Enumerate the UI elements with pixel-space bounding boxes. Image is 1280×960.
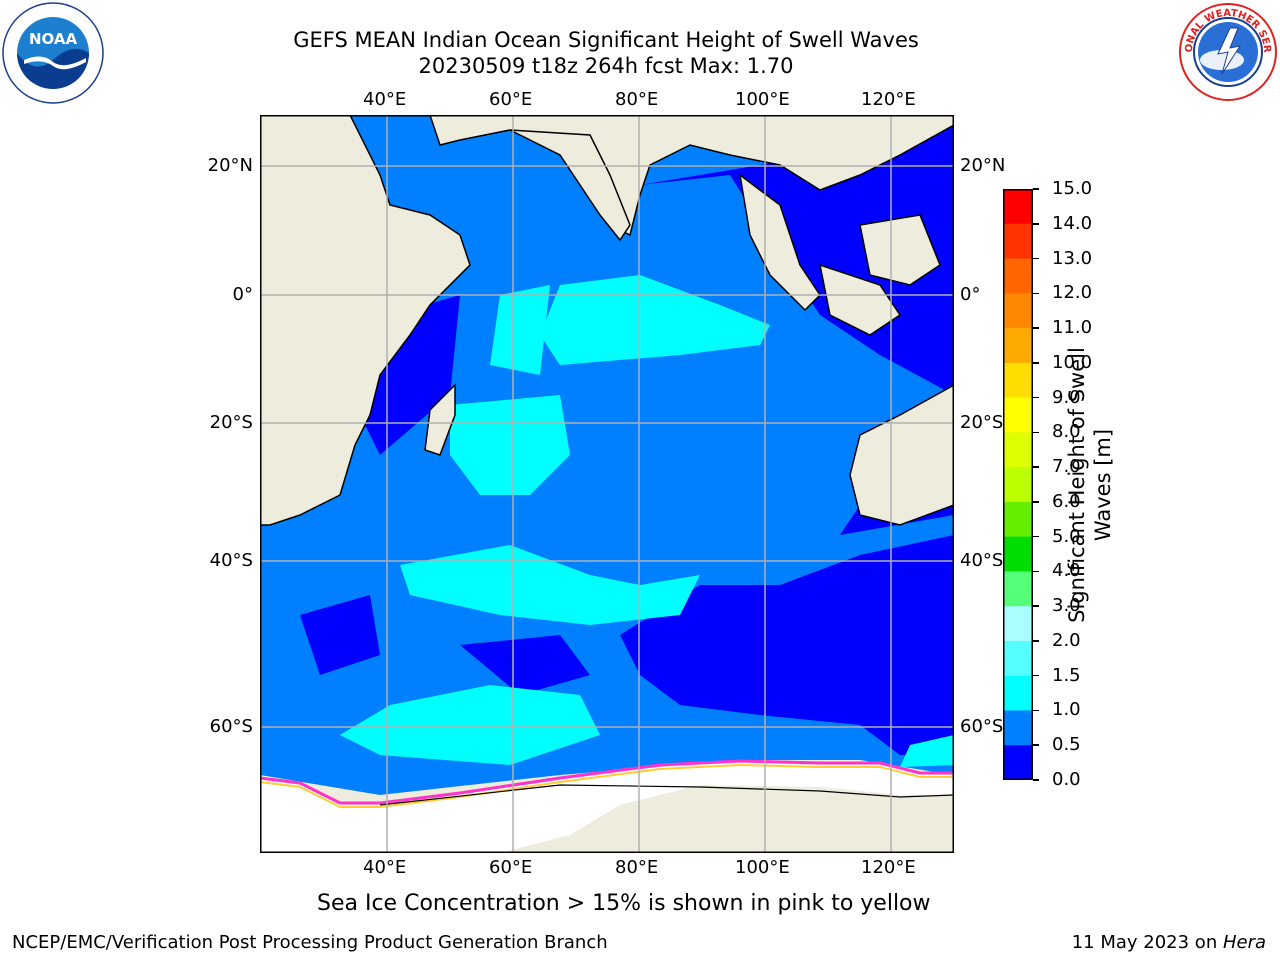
lon-label-bottom: 40°E (363, 857, 407, 878)
colorbar-tick-mark (1033, 188, 1039, 190)
lat-label-right: 0° (960, 284, 981, 305)
colorbar-tick-mark (1033, 257, 1039, 260)
chart-title: GEFS MEAN Indian Ocean Significant Heigh… (293, 28, 919, 52)
colorbar-tick-mark (1033, 779, 1039, 781)
sea-ice-note: Sea Ice Concentration > 15% is shown in … (317, 891, 931, 916)
colorbar-tick-mark (1033, 570, 1039, 573)
colorbar-tick-label: 9.0 (1052, 386, 1081, 408)
colorbar-swatch (1003, 675, 1033, 711)
colorbar-tick-mark (1033, 396, 1039, 399)
colorbar-tick-label: 13.0 (1052, 247, 1093, 269)
footer-host: Hera (1222, 932, 1266, 953)
lon-label-top: 80°E (615, 89, 659, 110)
map (260, 115, 954, 853)
colorbar-tick-label: 1.0 (1052, 699, 1081, 721)
colorbar-swatch (1003, 293, 1033, 329)
colorbar-tick-mark (1033, 362, 1039, 364)
colorbar-tick-mark (1033, 292, 1039, 295)
colorbar-tick-mark (1033, 501, 1039, 503)
lat-label-right: 20°N (960, 155, 1006, 176)
chart-subtitle: 20230509 t18z 264h fcst Max: 1.70 (418, 54, 794, 78)
lon-label-top: 40°E (363, 89, 407, 110)
colorbar-swatch (1003, 745, 1033, 780)
lat-label-left: 40°S (209, 550, 253, 571)
colorbar-tick-label: 5.0 (1052, 525, 1081, 547)
colorbar-swatch (1003, 606, 1033, 642)
colorbar-tick-label: 1.5 (1052, 664, 1081, 686)
lon-label-top: 60°E (489, 89, 533, 110)
svg-text:NOAA: NOAA (29, 30, 78, 48)
colorbar-tick-label: 0.0 (1052, 769, 1081, 790)
colorbar-swatch (1003, 362, 1033, 399)
colorbar (1003, 189, 1033, 780)
lat-label-left: 20°N (207, 155, 253, 176)
colorbar-tick-label: 14.0 (1052, 212, 1093, 234)
colorbar-swatch (1003, 432, 1033, 468)
colorbar-tick-mark (1033, 466, 1039, 468)
colorbar-swatch (1003, 258, 1033, 294)
colorbar-tick-mark (1033, 640, 1039, 642)
colorbar-tick-mark (1033, 744, 1039, 746)
colorbar-swatch (1003, 710, 1033, 746)
colorbar-tick-label: 12.0 (1052, 282, 1093, 304)
colorbar-swatch (1003, 467, 1033, 503)
footer-date-text: 11 May 2023 on (1071, 932, 1223, 953)
colorbar-tick-label: 3.0 (1052, 595, 1081, 617)
colorbar-title: Significant Height of Swell Waves [m] (1065, 347, 1115, 623)
lat-label-left: 0° (232, 284, 253, 305)
lat-label-right: 60°S (960, 716, 1004, 737)
colorbar-swatch (1003, 223, 1033, 260)
lon-label-top: 120°E (861, 89, 916, 110)
lon-label-bottom: 80°E (615, 857, 659, 878)
lon-label-top: 100°E (735, 89, 790, 110)
colorbar-tick-label: 6.0 (1052, 490, 1081, 512)
footer-date: 11 May 2023 on Hera (1072, 932, 1266, 954)
colorbar-tick-label: 7.0 (1052, 456, 1081, 478)
colorbar-tick-mark (1033, 674, 1039, 677)
colorbar-tick-label: 0.5 (1052, 734, 1081, 756)
noaa-logo: NOAA (2, 2, 104, 104)
colorbar-tick-label: 11.0 (1052, 317, 1093, 339)
colorbar-tick-mark (1033, 327, 1039, 329)
colorbar-swatch (1003, 501, 1033, 538)
lat-label-left: 60°S (209, 716, 253, 737)
colorbar-swatch (1003, 536, 1033, 572)
lon-label-bottom: 60°E (489, 857, 533, 878)
colorbar-tick-label: 10.0 (1052, 351, 1093, 373)
lon-label-bottom: 100°E (735, 857, 790, 878)
colorbar-tick-mark (1033, 223, 1039, 225)
colorbar-tick-label: 4.0 (1052, 560, 1081, 582)
colorbar-swatch (1003, 640, 1033, 677)
nws-logo: NATIONAL WEATHER SERVICE (1178, 2, 1277, 101)
lat-label-left: 20°S (209, 412, 253, 433)
lat-label-right: 40°S (960, 550, 1004, 571)
colorbar-tick-mark (1033, 535, 1039, 538)
colorbar-tick-label: 2.0 (1052, 629, 1081, 651)
colorbar-tick-label: 8.0 (1052, 421, 1081, 443)
colorbar-swatch (1003, 328, 1033, 364)
colorbar-swatch (1003, 397, 1033, 433)
colorbar-tick-mark (1033, 431, 1039, 434)
footer-credit: NCEP/EMC/Verification Post Processing Pr… (12, 932, 608, 953)
colorbar-swatch (1003, 571, 1033, 607)
lat-label-right: 20°S (960, 412, 1004, 433)
colorbar-tick-mark (1033, 709, 1039, 712)
lon-label-bottom: 120°E (861, 857, 916, 878)
colorbar-tick-label: 15.0 (1052, 178, 1093, 199)
colorbar-swatch (1003, 189, 1033, 225)
colorbar-tick-mark (1033, 605, 1039, 607)
